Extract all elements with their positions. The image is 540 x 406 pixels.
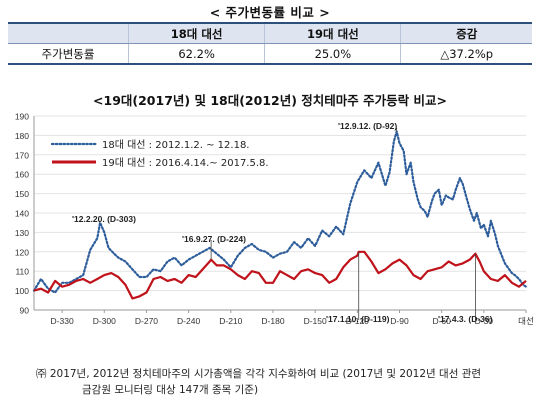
x-tick-label: D-30 — [475, 316, 494, 326]
table-header-cell: 18대 대선 — [128, 22, 265, 44]
table-cell: △37.2%p — [400, 43, 532, 65]
summary-table: 18대 대선 19대 대선 증감 주가변동률 62.2% 25.0% △37.2… — [8, 22, 532, 65]
x-tick-label: D-60 — [432, 316, 451, 326]
x-tick-label: D-150 — [304, 316, 327, 326]
series-line-18th — [32, 130, 528, 294]
table-header-cell: 증감 — [400, 22, 532, 44]
table-header-cell: 19대 대선 — [264, 22, 401, 44]
annotation-leader — [97, 219, 101, 223]
x-tick-label: D-210 — [219, 316, 242, 326]
x-tick-label: D-330 — [51, 316, 74, 326]
y-tick-label: 100 — [15, 286, 29, 296]
table-header-row: 18대 대선 19대 대선 증감 — [8, 22, 532, 44]
footnote-line: 금감원 모니터링 대상 147개 종목 기준) — [82, 384, 259, 396]
table-header-cell — [8, 22, 129, 44]
table-cell: 62.2% — [128, 43, 265, 65]
y-tick-label: 150 — [15, 189, 29, 199]
y-tick-label: 190 — [15, 112, 29, 122]
x-tick-label: D-240 — [177, 316, 200, 326]
y-tick-label: 90 — [20, 306, 30, 316]
y-tick-label: 180 — [15, 131, 29, 141]
x-tick-label: D-90 — [390, 316, 409, 326]
series-line-19th — [33, 250, 527, 300]
line-chart: 90 100 110 120 130 140 150 160 170 180 190 D-330 D-3… — [15, 112, 534, 327]
legend-label: 18대 대선 : 2012.1.2. ~ 12.18. — [102, 139, 249, 151]
x-tick-label: D-300 — [93, 316, 116, 326]
y-tick-label: 110 — [15, 267, 29, 277]
table-row: 주가변동률 62.2% 25.0% △37.2%p — [8, 43, 532, 65]
y-tick-label: 120 — [15, 247, 29, 257]
y-tick-label: 160 — [15, 170, 29, 180]
chart-title: <19대(2017년) 및 18대(2012년) 정치테마주 주가등락 비교> — [93, 93, 447, 108]
annotation-label: '17.4.3. (D-36) — [438, 314, 493, 324]
legend-label: 19대 대선 : 2016.4.14.~ 2017.5.8. — [102, 157, 269, 169]
table-title: < 주가변동률 비교 > — [209, 5, 331, 20]
y-tick-label: 170 — [15, 150, 29, 160]
x-tick-label: D-270 — [135, 316, 158, 326]
table-cell: 주가변동률 — [8, 43, 129, 65]
x-tick-label: 대선 — [518, 316, 534, 326]
table-cell: 25.0% — [264, 43, 401, 65]
footnote: ㈜ 2017년, 2012년 정치테마주의 시가총액을 각각 지수화하여 비교 … — [36, 366, 536, 398]
footnote-line: ㈜ 2017년, 2012년 정치테마주의 시가총액을 각각 지수화하여 비교 … — [36, 368, 482, 380]
annotation-label: '16.9.27. (D-224) — [182, 234, 246, 244]
x-tick-label: D-120 — [346, 316, 369, 326]
annotation-label: '12.9.12. (D-92) — [338, 121, 397, 131]
y-tick-label: 140 — [15, 209, 29, 219]
annotation-label: '12.2.20. (D-303) — [72, 214, 136, 224]
annotation-label: '17.1.10. (D-119) — [326, 314, 390, 324]
x-tick-label: D-180 — [261, 316, 284, 326]
y-tick-label: 130 — [15, 228, 29, 238]
